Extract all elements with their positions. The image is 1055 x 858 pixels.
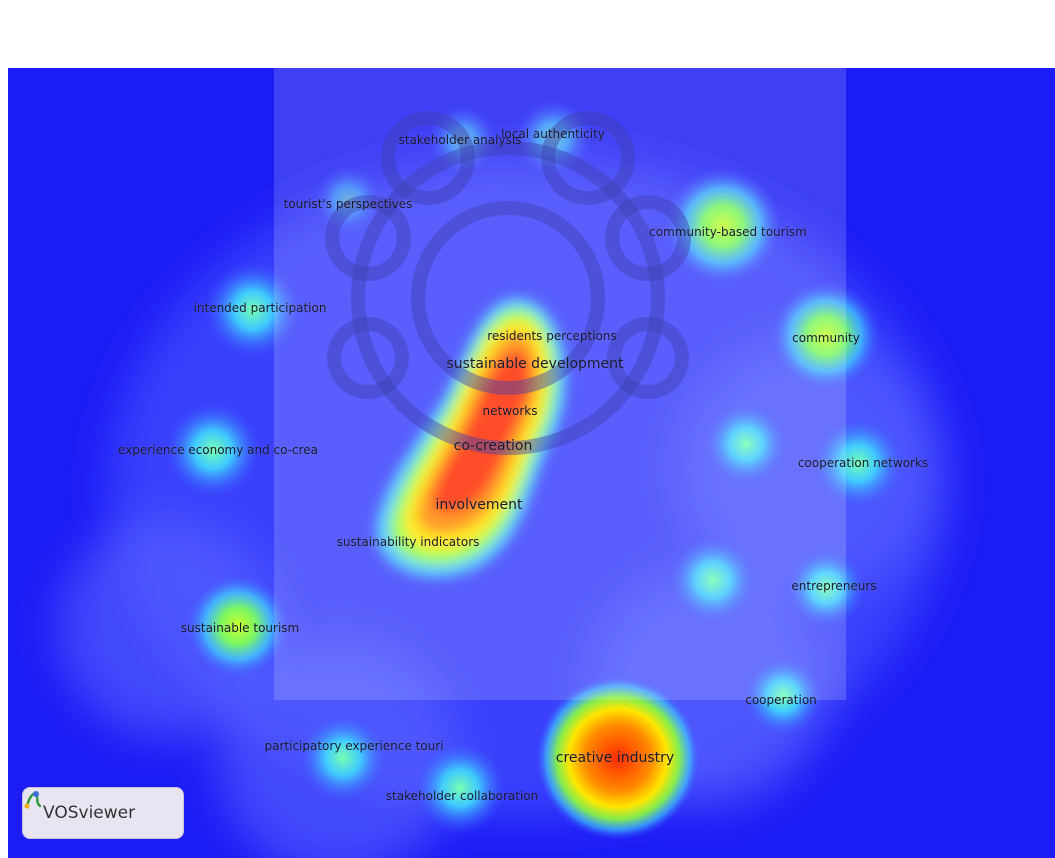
keyword-label[interactable]: involvement bbox=[435, 497, 523, 513]
vosviewer-logo-text: VOSviewer bbox=[43, 803, 136, 823]
keyword-label[interactable]: creative industry bbox=[555, 750, 675, 766]
keyword-blobs bbox=[165, 100, 904, 840]
keyword-label[interactable]: cooperation bbox=[745, 693, 817, 707]
vosviewer-logo-icon bbox=[24, 791, 42, 809]
top-white-band bbox=[0, 0, 1055, 68]
keyword-label[interactable]: networks bbox=[482, 404, 538, 418]
vosviewer-logo-badge: VOSviewer bbox=[22, 787, 184, 839]
keyword-label[interactable]: sustainable development bbox=[446, 356, 624, 372]
density-heatmap[interactable]: stakeholder analysis local authenticity to… bbox=[8, 68, 1055, 858]
keyword-label[interactable]: cooperation networks bbox=[797, 456, 929, 470]
keyword-label[interactable]: sustainable tourism bbox=[180, 621, 300, 635]
keyword-label[interactable]: stakeholder analysis bbox=[398, 133, 522, 147]
keyword-label[interactable]: stakeholder collaboration bbox=[385, 789, 539, 803]
keyword-label[interactable]: experience economy and co-crea bbox=[117, 443, 319, 457]
keyword-label[interactable]: community-based tourism bbox=[649, 225, 807, 239]
keyword-label[interactable]: local authenticity bbox=[501, 127, 605, 141]
keyword-label[interactable]: entrepreneurs bbox=[791, 579, 877, 593]
watermark-rosette bbox=[325, 111, 691, 455]
keyword-label[interactable]: intended participation bbox=[193, 301, 327, 315]
heatmap-canvas bbox=[58, 100, 948, 858]
keyword-label[interactable]: residents perceptions bbox=[487, 329, 617, 343]
keyword-label[interactable]: co-creation bbox=[453, 438, 533, 454]
hot-ridge bbox=[375, 297, 567, 578]
keyword-label[interactable]: participatory experience touri bbox=[264, 739, 444, 753]
watermark-panel bbox=[274, 68, 846, 700]
keyword-label[interactable]: community bbox=[792, 331, 860, 345]
keyword-label[interactable]: sustainability indicators bbox=[336, 535, 480, 549]
keyword-label[interactable]: tourist's perspectives bbox=[283, 197, 413, 211]
